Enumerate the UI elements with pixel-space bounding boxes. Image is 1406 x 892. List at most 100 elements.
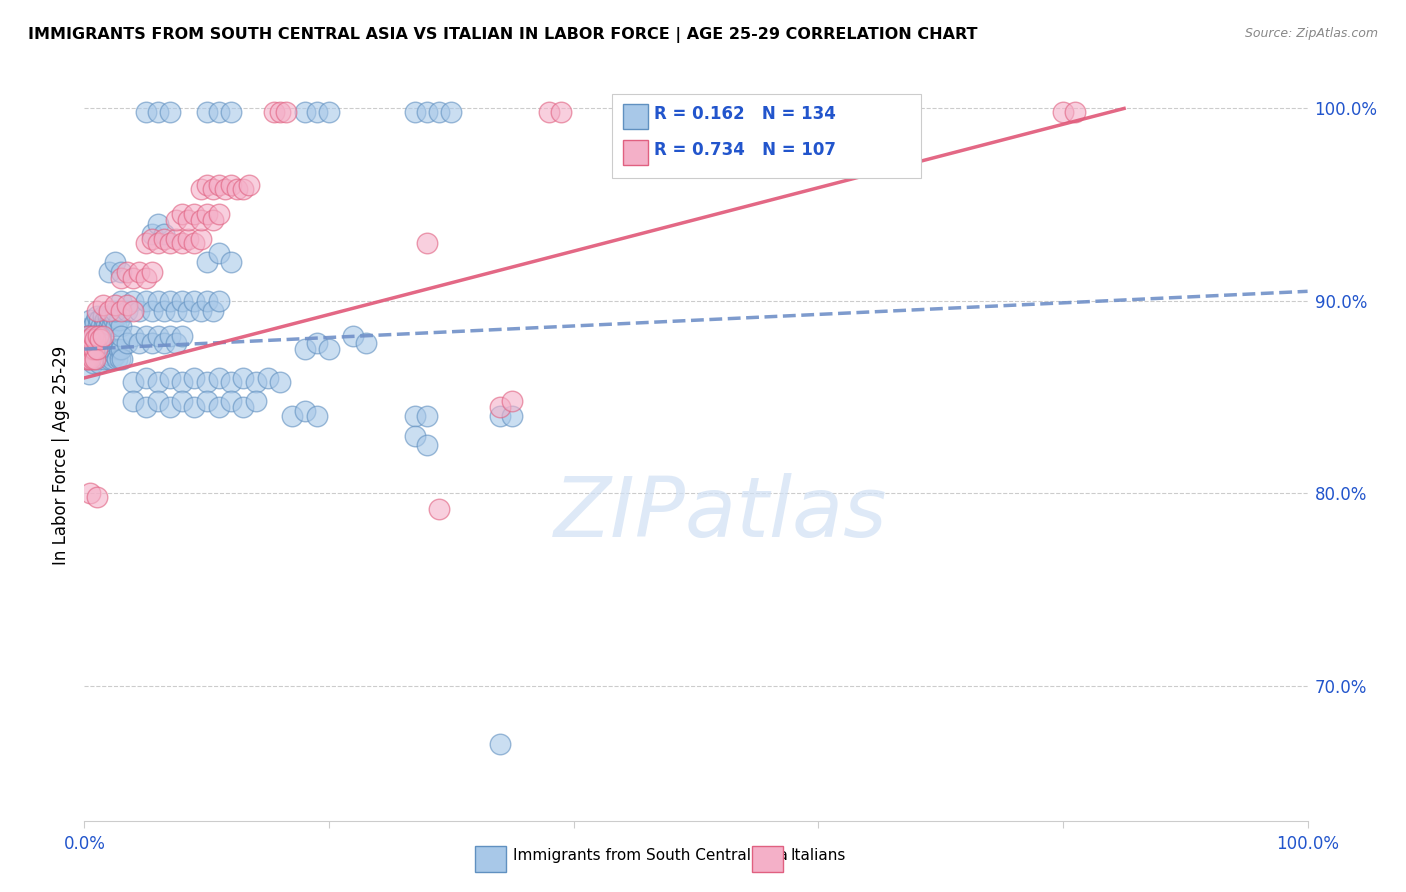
Point: [97, 265, 120, 279]
Point: [165, 303, 187, 318]
Point: [219, 178, 242, 193]
Point: [153, 227, 176, 241]
Point: [101, 318, 124, 333]
Point: [416, 105, 439, 120]
Point: [502, 394, 524, 409]
Point: [183, 236, 205, 251]
Point: [79, 333, 101, 347]
Point: [232, 371, 254, 385]
Point: [153, 303, 176, 318]
Point: [77, 351, 100, 366]
Point: [172, 328, 194, 343]
Point: [141, 232, 163, 246]
Point: [115, 303, 138, 318]
Point: [107, 313, 129, 327]
Point: [294, 105, 316, 120]
Point: [318, 105, 340, 120]
Point: [79, 351, 101, 366]
Point: [122, 303, 145, 318]
Point: [77, 321, 100, 335]
Point: [87, 318, 110, 333]
Point: [97, 351, 120, 366]
Point: [195, 394, 218, 409]
Point: [79, 313, 101, 327]
Point: [146, 375, 169, 389]
Point: [77, 367, 100, 381]
Point: [75, 336, 97, 351]
Point: [135, 293, 157, 308]
Point: [269, 105, 291, 120]
Point: [104, 348, 127, 362]
Point: [208, 371, 231, 385]
Point: [190, 213, 212, 227]
Point: [82, 342, 104, 356]
Point: [86, 490, 108, 504]
Point: [82, 328, 104, 343]
Point: [159, 293, 181, 308]
Point: [489, 737, 512, 751]
Point: [93, 318, 115, 333]
Point: [128, 265, 150, 279]
Point: [89, 333, 111, 347]
Point: [257, 371, 280, 385]
Point: [107, 342, 129, 356]
Point: [342, 328, 364, 343]
Point: [294, 403, 316, 417]
Text: R = 0.162   N = 134: R = 0.162 N = 134: [654, 105, 835, 123]
Point: [232, 182, 254, 196]
Point: [104, 303, 127, 318]
Point: [269, 375, 291, 389]
Point: [245, 394, 267, 409]
Point: [110, 342, 132, 356]
Point: [195, 375, 218, 389]
Point: [80, 328, 103, 343]
Point: [172, 293, 194, 308]
Point: [82, 351, 104, 366]
Point: [305, 409, 328, 424]
Point: [165, 336, 187, 351]
Point: [87, 336, 110, 351]
Point: [83, 333, 105, 347]
Point: [97, 318, 120, 333]
Point: [294, 342, 316, 356]
Point: [100, 348, 122, 362]
Point: [115, 265, 138, 279]
Point: [83, 342, 105, 356]
Point: [208, 245, 231, 260]
Point: [208, 178, 231, 193]
Point: [146, 236, 169, 251]
Point: [183, 207, 205, 221]
Point: [190, 182, 212, 196]
Point: [183, 400, 205, 414]
Point: [105, 342, 128, 356]
Point: [159, 236, 181, 251]
Point: [122, 270, 145, 285]
Point: [893, 105, 915, 120]
Point: [84, 342, 107, 356]
Point: [232, 400, 254, 414]
Point: [165, 232, 187, 246]
Point: [783, 105, 806, 120]
Point: [245, 375, 267, 389]
Point: [208, 293, 231, 308]
Point: [177, 303, 200, 318]
Point: [122, 293, 145, 308]
Point: [489, 400, 512, 414]
Point: [318, 342, 340, 356]
Point: [89, 333, 111, 347]
Point: [79, 333, 101, 347]
Text: Italians: Italians: [790, 848, 845, 863]
Point: [86, 351, 108, 366]
Point: [89, 328, 111, 343]
Point: [354, 336, 377, 351]
Point: [79, 486, 101, 500]
Point: [90, 348, 112, 362]
Point: [146, 217, 169, 231]
Point: [77, 342, 100, 356]
Point: [281, 409, 304, 424]
Point: [172, 207, 194, 221]
Point: [110, 303, 132, 318]
Point: [82, 318, 104, 333]
Point: [90, 336, 112, 351]
Point: [77, 328, 100, 343]
